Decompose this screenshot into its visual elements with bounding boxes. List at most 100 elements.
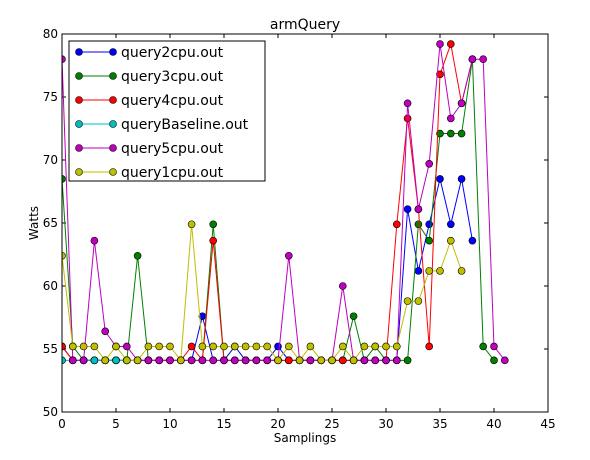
data-point bbox=[426, 160, 433, 167]
x-tick-label: 5 bbox=[112, 417, 120, 431]
data-point bbox=[447, 237, 454, 244]
data-point bbox=[447, 41, 454, 48]
y-axis-label: Watts bbox=[27, 206, 41, 240]
x-tick-label: 20 bbox=[270, 417, 285, 431]
data-point bbox=[221, 357, 228, 364]
legend-marker bbox=[110, 145, 117, 152]
data-point bbox=[167, 357, 174, 364]
data-point bbox=[123, 357, 130, 364]
data-point bbox=[210, 237, 217, 244]
series-query1cpu-out bbox=[59, 221, 466, 364]
data-point bbox=[80, 343, 87, 350]
data-point bbox=[264, 343, 271, 350]
data-point bbox=[447, 221, 454, 228]
data-point bbox=[404, 298, 411, 305]
data-point bbox=[415, 206, 422, 213]
data-point bbox=[458, 267, 465, 274]
data-point bbox=[393, 357, 400, 364]
legend-label: query1cpu.out bbox=[121, 165, 224, 181]
data-point bbox=[80, 357, 87, 364]
data-point bbox=[447, 130, 454, 137]
data-point bbox=[415, 221, 422, 228]
data-point bbox=[426, 221, 433, 228]
x-tick-label: 35 bbox=[432, 417, 447, 431]
data-point bbox=[437, 175, 444, 182]
data-point bbox=[177, 357, 184, 364]
data-point bbox=[145, 357, 152, 364]
data-point bbox=[307, 357, 314, 364]
data-point bbox=[102, 357, 109, 364]
data-point bbox=[393, 221, 400, 228]
data-point bbox=[501, 357, 508, 364]
data-point bbox=[339, 283, 346, 290]
data-point bbox=[91, 237, 98, 244]
data-point bbox=[404, 115, 411, 122]
data-point bbox=[242, 343, 249, 350]
y-tick-label: 70 bbox=[43, 153, 58, 167]
data-point bbox=[307, 343, 314, 350]
y-tick-label: 65 bbox=[43, 216, 58, 230]
data-point bbox=[188, 343, 195, 350]
data-point bbox=[145, 343, 152, 350]
data-point bbox=[285, 357, 292, 364]
legend-marker bbox=[76, 145, 83, 152]
x-tick-label: 45 bbox=[540, 417, 555, 431]
x-tick-label: 40 bbox=[486, 417, 501, 431]
series-query2cpu-out bbox=[59, 175, 476, 363]
legend-label: queryBaseline.out bbox=[121, 117, 249, 133]
data-point bbox=[372, 343, 379, 350]
data-point bbox=[415, 298, 422, 305]
legend-marker bbox=[110, 49, 117, 56]
data-point bbox=[188, 357, 195, 364]
legend-label: query4cpu.out bbox=[121, 93, 224, 109]
data-point bbox=[426, 343, 433, 350]
data-point bbox=[69, 357, 76, 364]
data-point bbox=[437, 41, 444, 48]
data-point bbox=[253, 343, 260, 350]
data-point bbox=[113, 357, 120, 364]
data-point bbox=[210, 343, 217, 350]
data-point bbox=[318, 357, 325, 364]
series-line bbox=[62, 179, 472, 360]
legend-marker bbox=[110, 73, 117, 80]
legend-marker bbox=[110, 97, 117, 104]
data-point bbox=[361, 343, 368, 350]
data-point bbox=[134, 357, 141, 364]
legend-label: query3cpu.out bbox=[121, 69, 224, 85]
data-point bbox=[491, 343, 498, 350]
data-point bbox=[199, 357, 206, 364]
legend-marker bbox=[76, 121, 83, 128]
data-point bbox=[415, 267, 422, 274]
data-point bbox=[231, 343, 238, 350]
data-point bbox=[221, 343, 228, 350]
data-point bbox=[404, 100, 411, 107]
data-point bbox=[188, 221, 195, 228]
data-point bbox=[285, 252, 292, 259]
data-point bbox=[393, 343, 400, 350]
y-tick-label: 75 bbox=[43, 90, 58, 104]
x-tick-label: 30 bbox=[378, 417, 393, 431]
data-point bbox=[69, 343, 76, 350]
data-point bbox=[383, 343, 390, 350]
data-point bbox=[469, 56, 476, 63]
x-axis-label: Samplings bbox=[274, 431, 336, 445]
legend-label: query2cpu.out bbox=[121, 45, 224, 61]
legend-marker bbox=[76, 49, 83, 56]
data-point bbox=[156, 357, 163, 364]
data-point bbox=[339, 357, 346, 364]
data-point bbox=[329, 357, 336, 364]
data-point bbox=[458, 175, 465, 182]
data-point bbox=[426, 267, 433, 274]
y-tick-label: 55 bbox=[43, 342, 58, 356]
data-point bbox=[156, 343, 163, 350]
data-point bbox=[458, 100, 465, 107]
legend-label: query5cpu.out bbox=[121, 141, 224, 157]
data-point bbox=[199, 343, 206, 350]
data-point bbox=[123, 343, 130, 350]
x-tick-label: 10 bbox=[162, 417, 177, 431]
data-point bbox=[210, 221, 217, 228]
legend-box bbox=[69, 41, 265, 181]
x-tick-label: 25 bbox=[324, 417, 339, 431]
y-tick-label: 80 bbox=[43, 27, 58, 41]
data-point bbox=[350, 313, 357, 320]
